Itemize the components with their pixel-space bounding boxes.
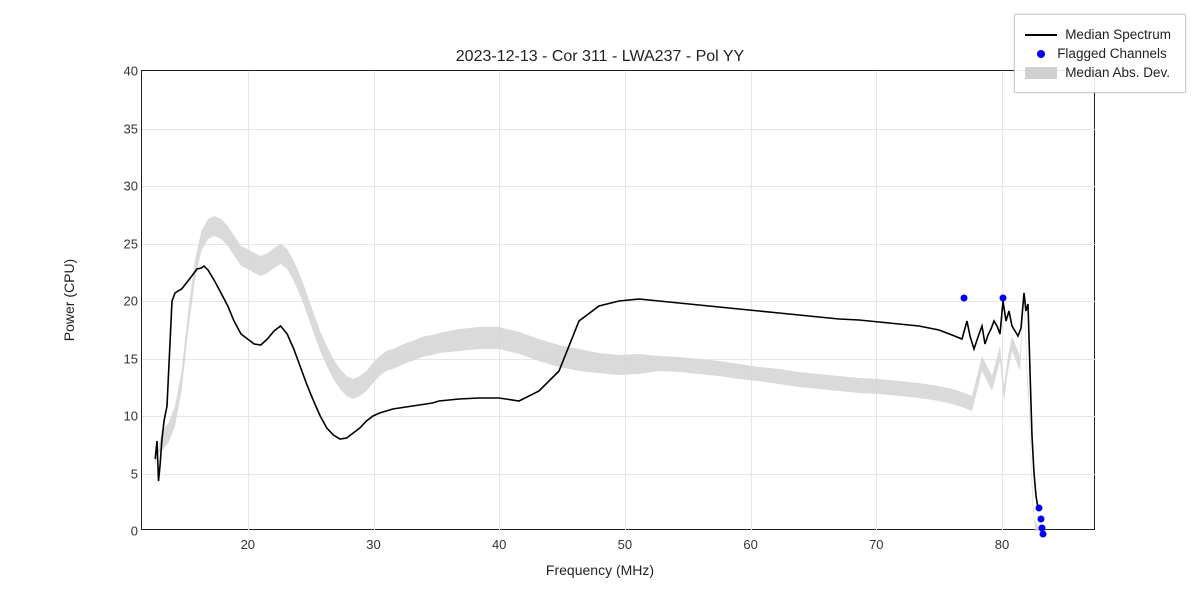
xtick-40: 40 [492,537,506,552]
ytick-15: 15 [110,351,138,366]
xtick-20: 20 [241,537,255,552]
plot-area: 0 5 10 15 20 25 30 35 40 20 30 40 50 60 … [141,70,1095,530]
legend-label-flagged-channels: Flagged Channels [1057,46,1167,61]
ytick-0: 0 [110,524,138,539]
flagged-dot-6[interactable] [1040,531,1047,538]
legend-item-median-spectrum[interactable]: Median Spectrum [1025,27,1171,42]
flagged-channels-dot-swatch [1037,50,1045,58]
legend-label-median-abs-dev: Median Abs. Dev. [1065,65,1170,80]
flagged-dot-1[interactable] [961,295,968,302]
chart-legend: Median Spectrum Flagged Channels Median … [1014,14,1186,93]
xtick-30: 30 [366,537,380,552]
ytick-10: 10 [110,409,138,424]
xtick-50: 50 [618,537,632,552]
ytick-35: 35 [110,121,138,136]
ytick-20: 20 [110,294,138,309]
chart-root: 2023-12-13 - Cor 311 - LWA237 - Pol YY 0… [0,0,1200,600]
flagged-dot-2[interactable] [1000,295,1007,302]
ytick-5: 5 [110,466,138,481]
median-abs-dev-patch-swatch [1025,67,1057,79]
median-spectrum-svg [142,71,1096,531]
median-spectrum-line-swatch [1025,34,1057,36]
ytick-40: 40 [110,64,138,79]
y-axis-label: Power (CPU) [61,259,77,341]
xtick-80: 80 [995,537,1009,552]
flagged-dot-3[interactable] [1036,505,1043,512]
x-axis-label: Frequency (MHz) [546,562,654,578]
flagged-dot-4[interactable] [1038,516,1045,523]
legend-item-median-abs-dev[interactable]: Median Abs. Dev. [1025,65,1171,80]
legend-item-flagged-channels[interactable]: Flagged Channels [1025,46,1171,61]
ytick-25: 25 [110,236,138,251]
ytick-30: 30 [110,179,138,194]
legend-label-median-spectrum: Median Spectrum [1065,27,1171,42]
xtick-60: 60 [743,537,757,552]
xtick-70: 70 [869,537,883,552]
